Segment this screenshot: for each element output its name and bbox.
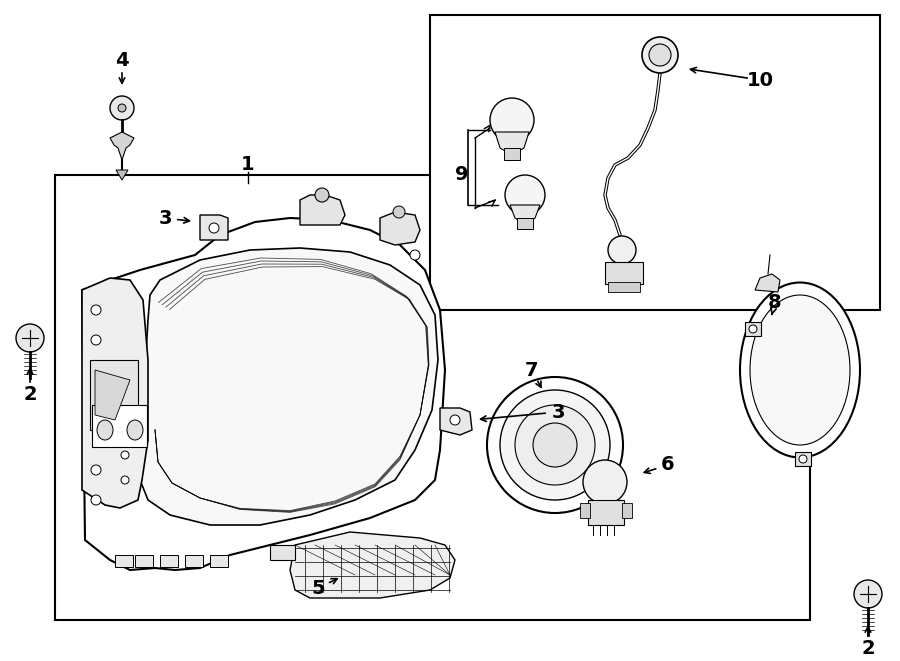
- Polygon shape: [95, 370, 130, 420]
- Polygon shape: [82, 278, 148, 508]
- Polygon shape: [200, 215, 228, 240]
- Bar: [160, 555, 178, 567]
- Circle shape: [487, 377, 623, 513]
- Bar: [135, 555, 153, 567]
- Circle shape: [490, 98, 534, 142]
- Bar: [605, 262, 643, 284]
- Circle shape: [91, 465, 101, 475]
- Circle shape: [91, 495, 101, 505]
- Circle shape: [110, 96, 134, 120]
- Bar: [745, 322, 761, 336]
- Ellipse shape: [740, 282, 860, 457]
- Circle shape: [505, 175, 545, 215]
- Text: 2: 2: [23, 385, 37, 405]
- Ellipse shape: [97, 420, 113, 440]
- Polygon shape: [300, 195, 345, 225]
- Polygon shape: [495, 132, 529, 155]
- Circle shape: [16, 324, 44, 352]
- Bar: [580, 503, 590, 518]
- Circle shape: [533, 423, 577, 467]
- Circle shape: [91, 305, 101, 315]
- Circle shape: [583, 460, 627, 504]
- Text: 1: 1: [241, 155, 255, 175]
- Polygon shape: [380, 212, 420, 245]
- Text: 5: 5: [311, 578, 325, 598]
- Polygon shape: [440, 408, 472, 435]
- Bar: [210, 555, 228, 567]
- Bar: [115, 555, 133, 567]
- Bar: [185, 555, 203, 567]
- Polygon shape: [290, 532, 455, 598]
- Text: 3: 3: [551, 403, 565, 422]
- Text: 7: 7: [526, 360, 539, 379]
- Bar: [430, 15, 880, 310]
- Circle shape: [91, 335, 101, 345]
- Text: 10: 10: [746, 71, 773, 89]
- Bar: [90, 360, 138, 430]
- Polygon shape: [270, 545, 295, 560]
- Circle shape: [315, 188, 329, 202]
- Bar: [795, 452, 811, 466]
- Polygon shape: [116, 170, 128, 180]
- Bar: [622, 503, 632, 518]
- Bar: [608, 282, 640, 292]
- Circle shape: [500, 390, 610, 500]
- Circle shape: [749, 325, 757, 333]
- Text: 8: 8: [769, 293, 782, 311]
- Text: 4: 4: [115, 50, 129, 69]
- Bar: [588, 500, 624, 525]
- Polygon shape: [510, 205, 540, 225]
- Circle shape: [608, 236, 636, 264]
- Circle shape: [515, 405, 595, 485]
- Circle shape: [121, 451, 129, 459]
- Circle shape: [649, 44, 671, 66]
- Bar: [504, 148, 520, 160]
- Polygon shape: [140, 248, 438, 525]
- Ellipse shape: [750, 295, 850, 445]
- Circle shape: [121, 476, 129, 484]
- Circle shape: [854, 580, 882, 608]
- Bar: [55, 175, 810, 620]
- Polygon shape: [82, 218, 445, 570]
- Text: 3: 3: [158, 208, 172, 227]
- Polygon shape: [755, 274, 780, 292]
- Text: 2: 2: [861, 639, 875, 658]
- Bar: [517, 218, 533, 229]
- Circle shape: [393, 206, 405, 218]
- Bar: [92, 405, 147, 447]
- Circle shape: [450, 415, 460, 425]
- Circle shape: [209, 223, 219, 233]
- Circle shape: [799, 455, 807, 463]
- Text: 9: 9: [455, 165, 469, 184]
- Text: 6: 6: [662, 455, 675, 475]
- Ellipse shape: [127, 420, 143, 440]
- Polygon shape: [110, 132, 134, 160]
- Circle shape: [642, 37, 678, 73]
- Circle shape: [118, 104, 126, 112]
- Circle shape: [410, 250, 420, 260]
